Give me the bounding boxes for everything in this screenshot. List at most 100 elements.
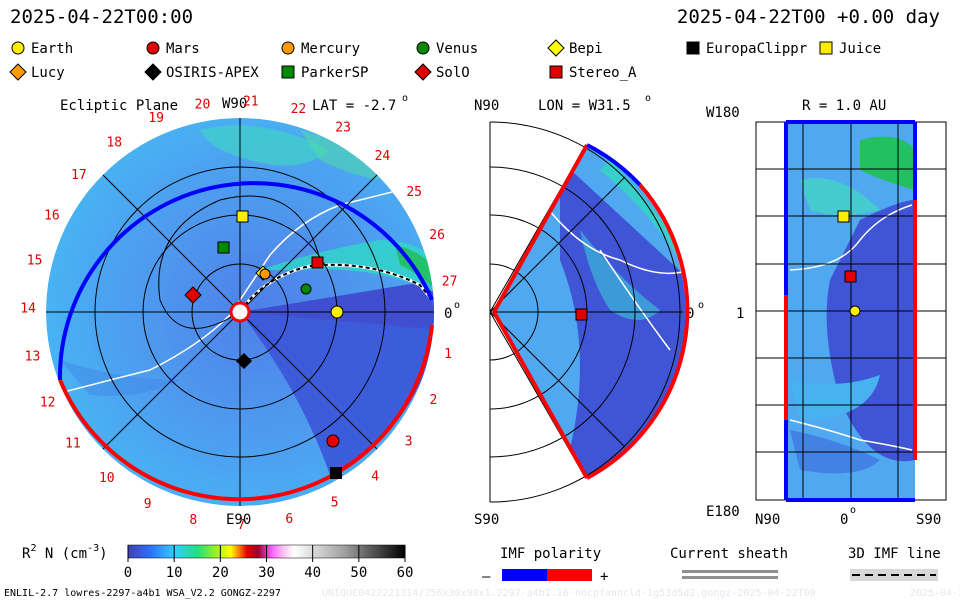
colorbar-label: R2 N (cm-3): [22, 543, 108, 562]
diamond-icon: [9, 63, 27, 81]
carrington-label: 2: [429, 393, 437, 408]
diamond-icon: [414, 63, 432, 81]
juice-marker: [236, 210, 249, 223]
panel2-right-degree: o: [698, 300, 704, 311]
imf-positive-swatch: [547, 569, 592, 581]
carrington-label: 20: [195, 97, 211, 112]
imf-minus: –: [482, 569, 491, 585]
colorbar-tick-label: 40: [304, 565, 321, 581]
body-legend: Earth Mars Mercury Venus Bepi EuropaClippr Jui…: [9, 39, 881, 81]
legend-label: Juice: [839, 41, 881, 57]
carrington-label: 17: [71, 168, 87, 183]
panel3-x-mid-degree: o: [850, 505, 856, 516]
venus-marker: [300, 283, 312, 295]
legend-item-bepi: Bepi: [547, 39, 603, 57]
carrington-label: 25: [406, 185, 422, 200]
imf-plus: +: [600, 569, 608, 585]
colorbar-tick-label: 50: [350, 565, 367, 581]
panel2-top-label: N90: [474, 98, 499, 114]
imf-negative-swatch: [502, 569, 547, 581]
panel1-right-degree: o: [454, 300, 460, 311]
colorbar: R2 N (cm-3) 0 10 20 30 40 50 60: [22, 543, 413, 581]
current-sheath-legend: Current sheath: [670, 546, 788, 579]
legend-item-osiris-apex: OSIRIS-APEX: [144, 63, 259, 81]
carrington-label: 26: [429, 228, 445, 243]
imf-polarity-legend: IMF polarity – +: [482, 546, 608, 585]
panel2-bottom-label: S90: [474, 512, 499, 528]
footer-run-info: ENLIL-2.7 lowres-2297-a4b1 WSA_V2.2 GONG…: [4, 588, 281, 599]
header-datetime-right: 2025-04-22T00 +0.00 day: [677, 6, 940, 28]
osiris-apex-marker: [236, 353, 252, 369]
legend-label: Lucy: [31, 65, 65, 81]
legend-item-lucy: Lucy: [9, 63, 65, 81]
legend-item-stereo-a: Stereo_A: [549, 65, 637, 81]
panel1-top-label: W90: [222, 96, 247, 112]
earth-marker: [330, 305, 344, 319]
imf3d-legend: 3D IMF line: [848, 546, 941, 581]
panel2-degree-mark: o: [645, 93, 651, 104]
carrington-label: 18: [106, 135, 122, 150]
carrington-label: 27: [442, 275, 458, 290]
circle-icon: [11, 41, 25, 55]
carrington-label: 9: [144, 497, 152, 512]
panel3-x-mid-label: 0: [840, 512, 848, 528]
legend-label: Stereo_A: [569, 65, 637, 81]
carrington-label: 22: [291, 102, 307, 117]
footer-run-id: UNIQUE0422221314/256x30x90x1.2297-a4b1.1…: [322, 588, 816, 599]
carrington-label: 3: [405, 434, 413, 449]
panel3-x-right-label: S90: [916, 512, 941, 528]
stereo-a-marker-meridional: [575, 308, 588, 321]
sheath-title: Current sheath: [670, 546, 788, 562]
panel3-x-left-label: N90: [755, 512, 780, 528]
carrington-label: 21: [243, 94, 259, 109]
carrington-label: 14: [20, 301, 36, 316]
imf3d-title: 3D IMF line: [848, 546, 941, 562]
legend-item-solo: SolO: [414, 63, 470, 81]
circle-icon: [416, 41, 430, 55]
colorbar-ticks: 0 10 20 30 40 50 60: [124, 545, 414, 581]
legend-label: EuropaClippr: [706, 41, 807, 57]
legend-label: OSIRIS-APEX: [166, 65, 259, 81]
colorbar-tick-label: 10: [166, 565, 183, 581]
carrington-label: 12: [40, 395, 56, 410]
carrington-label: 6: [285, 512, 293, 527]
header-datetime-left: 2025-04-22T00:00: [10, 6, 193, 28]
carrington-label: 16: [44, 208, 60, 223]
panel1-right-label: 0: [444, 306, 452, 322]
colorbar-tick-label: 20: [212, 565, 229, 581]
panel3-r-label: R = 1.0 AU: [802, 98, 886, 114]
legend-item-parkersp: ParkerSP: [281, 65, 368, 81]
carrington-label: 10: [99, 471, 115, 486]
footer-date: 2025-04-22: [910, 588, 960, 599]
diamond-icon: [547, 39, 565, 57]
carrington-label: 7: [237, 518, 245, 533]
carrington-label: 24: [375, 149, 391, 164]
stereo-a-marker-1au: [844, 270, 857, 283]
legend-item-europaclippr: EuropaClippr: [686, 41, 807, 57]
carrington-label: 15: [27, 253, 43, 268]
panel3-top-left-label: W180: [706, 105, 740, 121]
colorbar-tick-label: 60: [397, 565, 414, 581]
mercury-marker: [259, 268, 271, 280]
panel2-lon-label: LON = W31.5: [538, 98, 631, 114]
carrington-label: 11: [65, 437, 81, 452]
legend-label: Earth: [31, 41, 73, 57]
circle-icon: [281, 41, 295, 55]
panel1-degree-mark: o: [402, 93, 408, 104]
colorbar-tick-label: 30: [258, 565, 275, 581]
square-icon: [549, 65, 563, 79]
earth-marker-1au: [849, 305, 861, 317]
juice-marker-1au: [837, 210, 850, 223]
imf-title: IMF polarity: [500, 546, 601, 562]
panel3-bottom-left-label: E180: [706, 504, 740, 520]
solo-marker: [184, 286, 202, 304]
europaclippr-marker: [330, 467, 342, 479]
square-icon: [281, 65, 295, 79]
legend-label: Mercury: [301, 41, 360, 57]
circle-icon: [146, 41, 160, 55]
carrington-label: 5: [331, 496, 339, 511]
panel2-right-label: 0: [686, 306, 694, 322]
legend-label: Venus: [436, 41, 478, 57]
square-icon: [686, 41, 700, 55]
legend-item-mars: Mars: [146, 41, 200, 57]
